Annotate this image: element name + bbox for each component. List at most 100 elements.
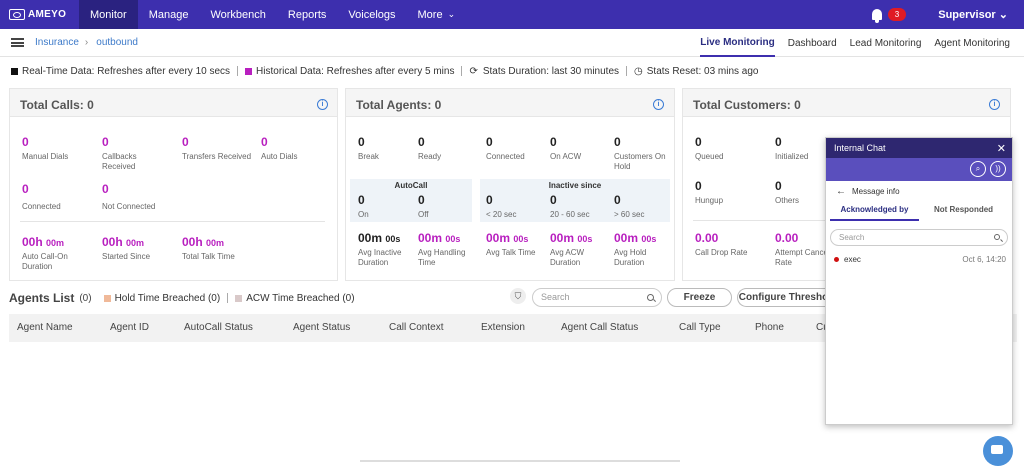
total-agents-card: Total Agents: 0 i 0 Break 0 Ready 0 Connect… xyxy=(345,88,675,281)
stat-not-connected: 0 Not Connected xyxy=(102,182,156,211)
freeze-button[interactable]: Freeze xyxy=(667,288,732,307)
col-agent-call-status[interactable]: Agent Call Status xyxy=(561,322,639,333)
menu-icon[interactable] xyxy=(11,38,24,47)
clock-icon: ◷ xyxy=(634,65,643,77)
stat-autocall-on-duration: 00h 00m Auto Call-On Duration xyxy=(22,235,68,271)
broadcast-icon[interactable]: )) xyxy=(990,161,1006,177)
brand-name: AMEYO xyxy=(28,9,67,20)
nav-voicelogs[interactable]: Voicelogs xyxy=(348,8,396,21)
info-icon[interactable]: i xyxy=(653,99,664,110)
agents-list-bar: Agents List (0) Hold Time Breached (0) A… xyxy=(0,288,1024,308)
stat-call-drop-rate: 0.00 Call Drop Rate xyxy=(695,231,748,257)
nav-more[interactable]: More ⌄ xyxy=(407,0,467,29)
stat-inactive-lt20: 0 < 20 sec xyxy=(486,193,517,219)
col-agent-status[interactable]: Agent Status xyxy=(293,322,351,333)
filter-icon[interactable]: ⛉ xyxy=(510,288,526,304)
search-icon[interactable]: ⌕ xyxy=(970,161,986,177)
stat-inactive-gt60: 0 > 60 sec xyxy=(614,193,645,219)
chevron-right-icon: › xyxy=(84,37,89,48)
tab-acknowledged-by[interactable]: Acknowledged by xyxy=(830,201,919,221)
message-info-bar: ← Message info xyxy=(826,181,1012,201)
user-menu[interactable]: Supervisor ⌄ xyxy=(938,8,1008,21)
ameyo-logo[interactable]: AMEYO xyxy=(9,9,79,20)
divider xyxy=(20,221,325,222)
divider xyxy=(461,66,463,76)
tab-dashboard[interactable]: Dashboard xyxy=(787,37,837,49)
nav-monitor[interactable]: Monitor xyxy=(79,0,138,29)
divider xyxy=(626,66,628,76)
stat-break: 0 Break xyxy=(358,135,379,161)
stat-avg-inactive-duration: 00m 00s Avg Inactive Duration xyxy=(358,231,402,267)
message-info-label: Message info xyxy=(852,186,900,196)
nav-workbench[interactable]: Workbench xyxy=(210,8,266,21)
total-calls-card: Total Calls: 0 i 0 Manual Dials 0 Callback… xyxy=(9,88,338,281)
breadcrumb-process[interactable]: outbound xyxy=(96,37,138,48)
breadcrumb-campaign[interactable]: Insurance xyxy=(35,37,79,48)
stat-autocall-on: 0 On xyxy=(358,193,369,219)
col-agent-id[interactable]: Agent ID xyxy=(110,322,149,333)
tab-live-monitoring[interactable]: Live Monitoring xyxy=(700,29,775,57)
chevron-down-icon: ⌄ xyxy=(447,9,456,19)
logo-icon xyxy=(9,9,25,20)
stat-ready: 0 Ready xyxy=(418,135,442,161)
hold-swatch xyxy=(103,294,111,302)
col-call-context[interactable]: Call Context xyxy=(389,322,444,333)
chat-launcher-button[interactable] xyxy=(983,436,1013,466)
close-icon[interactable]: ✕ xyxy=(996,143,1006,155)
chat-search-input[interactable]: Search xyxy=(830,229,1008,246)
internal-chat-panel: Internal Chat ✕ ⌕ )) ← Message info Ackn… xyxy=(825,137,1013,425)
back-arrow-icon[interactable]: ← xyxy=(836,185,846,197)
col-phone[interactable]: Phone xyxy=(755,322,784,333)
stat-avg-talk-time: 00m 00s Avg Talk Time xyxy=(486,231,536,257)
divider xyxy=(237,66,239,76)
total-calls-title: Total Calls: 0 xyxy=(20,98,94,112)
stats-reset: Stats Reset: 03 mins ago xyxy=(646,65,759,77)
col-autocall-status[interactable]: AutoCall Status xyxy=(184,322,253,333)
nav-manage[interactable]: Manage xyxy=(148,8,189,21)
info-icon[interactable]: i xyxy=(317,99,328,110)
stat-initialized: 0 Initialized xyxy=(775,135,809,161)
inactive-group: Inactive since xyxy=(480,179,670,222)
stat-callbacks-received: 0 Callbacks Received xyxy=(102,135,137,171)
sub-header: Insurance › outbound Live Monitoring Das… xyxy=(0,29,1024,57)
stat-hungup: 0 Hungup xyxy=(695,179,724,205)
chat-title: Internal Chat xyxy=(834,143,886,153)
stat-manual-dials: 0 Manual Dials xyxy=(22,135,69,161)
total-customers-title: Total Customers: 0 xyxy=(693,98,801,112)
chat-tabs: Acknowledged by Not Responded xyxy=(830,201,1008,221)
nav-reports[interactable]: Reports xyxy=(287,8,327,21)
tab-agent-monitoring[interactable]: Agent Monitoring xyxy=(934,37,1010,49)
search-icon xyxy=(647,294,654,301)
notification-badge: 3 xyxy=(887,8,907,21)
tab-lead-monitoring[interactable]: Lead Monitoring xyxy=(849,37,922,49)
tab-not-responded[interactable]: Not Responded xyxy=(933,205,994,214)
nav-more-label: More xyxy=(417,8,443,21)
list-item[interactable]: exec Oct 6, 14:20 xyxy=(826,253,1012,265)
bell-icon[interactable] xyxy=(871,9,882,23)
col-agent-name[interactable]: Agent Name xyxy=(17,322,73,333)
stat-agents-connected: 0 Connected xyxy=(486,135,525,161)
stat-avg-hold-duration: 00m 00s Avg Hold Duration xyxy=(614,231,657,267)
historical-swatch xyxy=(245,67,253,75)
stat-inactive-20-60: 0 20 - 60 sec xyxy=(550,193,590,219)
stat-started-since: 00h 00m Started Since xyxy=(102,235,151,261)
stat-avg-handling-time: 00m 00s Avg Handling Time xyxy=(418,231,466,267)
col-call-type[interactable]: Call Type xyxy=(679,322,721,333)
stats-info-bar: Real-Time Data: Refreshes after every 10… xyxy=(0,60,1024,82)
stat-transfers-received: 0 Transfers Received xyxy=(182,135,252,161)
col-extension[interactable]: Extension xyxy=(481,322,525,333)
acw-swatch xyxy=(235,294,243,302)
stat-others: 0 Others xyxy=(775,179,800,205)
search-icon xyxy=(994,234,1000,240)
stat-connected: 0 Connected xyxy=(22,182,61,211)
info-icon[interactable]: i xyxy=(989,99,1000,110)
agents-search-input[interactable]: Search xyxy=(532,288,662,307)
realtime-info: Real-Time Data: Refreshes after every 10… xyxy=(22,65,231,77)
chevron-down-icon: ⌄ xyxy=(998,9,1008,21)
scrollbar[interactable] xyxy=(360,460,680,462)
autocall-group: AutoCall xyxy=(350,179,472,222)
configure-threshold-button[interactable]: Configure Thresho xyxy=(737,288,829,307)
historical-info: Historical Data: Refreshes after every 5… xyxy=(256,65,455,77)
hold-breached-label: Hold Time Breached (0) xyxy=(114,292,221,304)
col-customer[interactable]: Cu xyxy=(816,322,829,333)
